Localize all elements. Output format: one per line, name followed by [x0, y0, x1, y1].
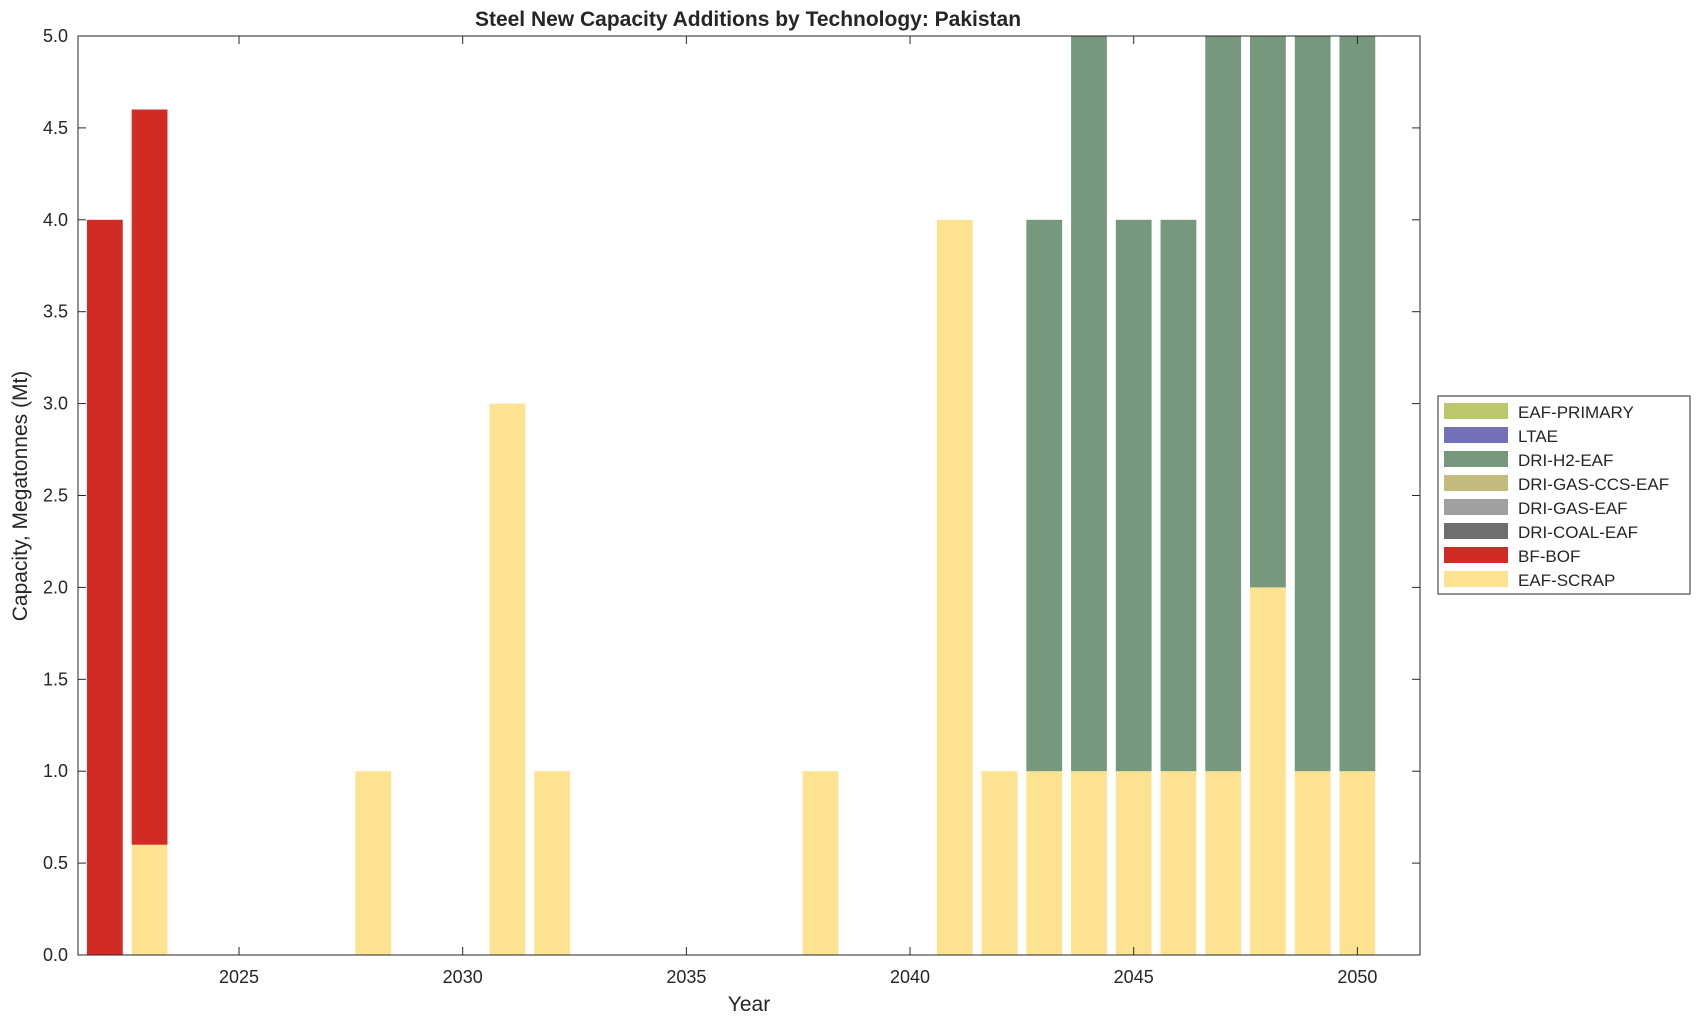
y-axis-label: Capacity, Megatonnes (Mt) — [9, 371, 32, 622]
legend-label-bf-bof: BF-BOF — [1518, 547, 1580, 566]
legend: EAF-PRIMARY LTAE DRI-H2-EAF DRI-GAS-CCS-EAF… — [1437, 395, 1691, 595]
bar-2046-dri-h2-eaf — [1160, 219, 1197, 772]
bar-2023-eaf-scrap — [131, 844, 168, 955]
legend-swatch-dri-coal-eaf — [1444, 523, 1508, 539]
y-tick-label: 4.5 — [43, 118, 68, 138]
bar-2044-eaf-scrap — [1071, 771, 1107, 955]
x-tick-label: 2035 — [666, 967, 706, 987]
bar-2048-dri-h2-eaf — [1250, 36, 1286, 588]
bar-2047-eaf-scrap — [1205, 771, 1242, 955]
legend-swatch-bf-bof — [1444, 547, 1508, 563]
y-tick-label: 2.0 — [43, 577, 68, 597]
legend-label-ltae: LTAE — [1518, 427, 1558, 446]
legend-swatch-eaf-scrap — [1444, 571, 1508, 587]
bar-2045-eaf-scrap — [1115, 771, 1152, 955]
legend-swatch-dri-gas-ccs-eaf — [1444, 475, 1508, 491]
legend-label-dri-coal-eaf: DRI-COAL-EAF — [1518, 523, 1638, 542]
bar-2046-eaf-scrap — [1160, 771, 1197, 955]
x-axis-label: Year — [728, 993, 770, 1016]
bar-2050-eaf-scrap — [1339, 771, 1376, 955]
legend-label-eaf-scrap: EAF-SCRAP — [1518, 571, 1615, 590]
legend-swatch-ltae — [1444, 427, 1508, 443]
bars-layer — [86, 36, 1376, 956]
axes-layer: 0.0 0.5 1.0 1.5 2.0 2.5 3.0 3.5 4.0 4.5 5.0 2025 203… — [43, 26, 1420, 987]
bar-2048-eaf-scrap — [1250, 587, 1286, 955]
legend-swatch-eaf-primary — [1444, 403, 1508, 419]
chart-title: Steel New Capacity Additions by Technolo… — [475, 8, 1021, 31]
bar-2047-dri-h2-eaf — [1205, 36, 1242, 772]
bar-2043-eaf-scrap — [1026, 771, 1063, 955]
bar-2031-eaf-scrap — [489, 403, 526, 956]
y-tick-label: 5.0 — [43, 26, 68, 46]
bar-2038-eaf-scrap — [802, 771, 839, 955]
x-tick-label: 2040 — [890, 967, 930, 987]
bar-2032-eaf-scrap — [534, 771, 571, 955]
y-tick-label: 3.0 — [43, 394, 68, 414]
y-tick-label: 1.0 — [43, 761, 68, 781]
bar-2050-dri-h2-eaf — [1339, 36, 1376, 772]
legend-label-eaf-primary: EAF-PRIMARY — [1518, 403, 1634, 422]
bar-2044-dri-h2-eaf — [1071, 36, 1107, 772]
bar-2045-dri-h2-eaf — [1115, 219, 1152, 772]
y-tick-label: 0.5 — [43, 853, 68, 873]
y-tick-label: 0.0 — [43, 945, 68, 965]
legend-swatch-dri-gas-eaf — [1444, 499, 1508, 515]
legend-label-dri-gas-eaf: DRI-GAS-EAF — [1518, 499, 1628, 518]
legend-label-dri-gas-ccs-eaf: DRI-GAS-CCS-EAF — [1518, 475, 1669, 494]
bar-2041-eaf-scrap — [936, 219, 973, 956]
bar-2022-bf-bof — [86, 219, 123, 956]
x-tick-label: 2050 — [1337, 967, 1377, 987]
bar-2023-bf-bof — [131, 109, 168, 845]
y-tick-label: 3.5 — [43, 302, 68, 322]
y-tick-label: 1.5 — [43, 669, 68, 689]
legend-swatch-dri-h2-eaf — [1444, 451, 1508, 467]
y-tick-label: 4.0 — [43, 210, 68, 230]
x-tick-label: 2025 — [219, 967, 259, 987]
bar-2049-dri-h2-eaf — [1294, 36, 1331, 772]
bar-2028-eaf-scrap — [355, 771, 392, 955]
x-tick-label: 2045 — [1114, 967, 1154, 987]
bar-2042-eaf-scrap — [981, 771, 1018, 955]
bar-2049-eaf-scrap — [1294, 771, 1331, 955]
y-tick-label: 2.5 — [43, 486, 68, 506]
x-tick-label: 2030 — [443, 967, 483, 987]
legend-label-dri-h2-eaf: DRI-H2-EAF — [1518, 451, 1613, 470]
bar-2043-dri-h2-eaf — [1026, 219, 1063, 772]
